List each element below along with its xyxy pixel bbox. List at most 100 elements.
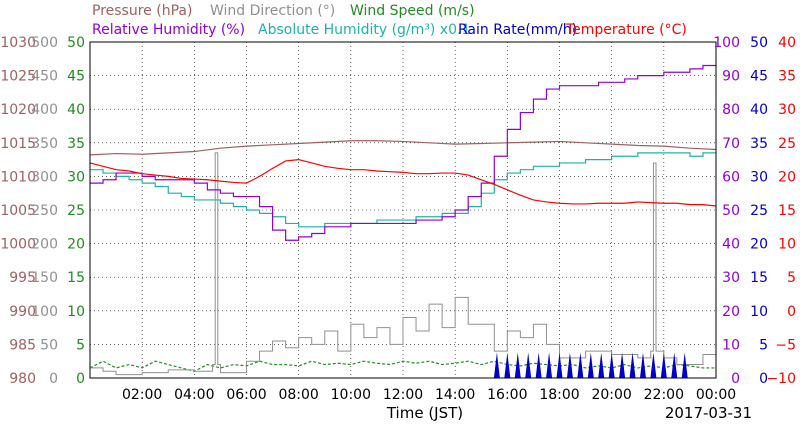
humidity-tick-label: 50 — [722, 203, 740, 219]
wind-speed-tick-label: 25 — [67, 203, 85, 219]
rain-rate-tick-label: 20 — [750, 237, 768, 253]
x-tick-label: 18:00 — [539, 387, 579, 403]
series-absolute-humidity-x0-1 — [90, 152, 716, 228]
legend-absolute-humidity: Absolute Humidity (g/m³) x0.1 — [258, 22, 470, 38]
x-tick-label: 06:00 — [226, 387, 266, 403]
pressure-axis: 1030 1025 1020 1015 1010 1005 1000 995 990 985 980 — [0, 35, 36, 387]
rain-rate-spike — [535, 352, 542, 378]
wind-speed-tick-label: 5 — [76, 337, 85, 353]
humidity-tick-label: 90 — [722, 69, 740, 85]
rain-rate-tick-label: 45 — [750, 69, 768, 85]
rain-rate-spike — [650, 352, 657, 378]
rain-rate-tick-label: 25 — [750, 203, 768, 219]
rain-rate-spike — [577, 352, 584, 378]
temperature-tick-label: 5 — [787, 270, 796, 286]
pressure-tick-label: 1010 — [0, 169, 36, 185]
rain-rate-spike — [587, 352, 594, 378]
rain-rate-spike — [556, 352, 563, 378]
pressure-tick-label: 995 — [9, 270, 36, 286]
pressure-tick-label: 1015 — [0, 136, 36, 152]
grid — [90, 42, 716, 378]
series-pressure — [89, 140, 717, 156]
series-wind-direction — [90, 152, 717, 376]
temperature-tick-label: 30 — [778, 102, 796, 118]
legend-wind-speed: Wind Speed (m/s) — [350, 3, 475, 19]
wind-direction-tick-label: 0 — [49, 371, 58, 387]
wind-speed-tick-label: 45 — [67, 69, 85, 85]
temperature-tick-label: 35 — [778, 69, 796, 85]
wind-direction-tick-label: 500 — [31, 35, 58, 51]
rain-rate-tick-label: 15 — [750, 270, 768, 286]
temperature-axis: 40 35 30 25 20 15 10 5 0 −5 −10 — [766, 35, 796, 387]
pressure-tick-label: 990 — [9, 304, 36, 320]
rain-rate-spike — [504, 352, 511, 378]
wind-speed-tick-label: 20 — [67, 237, 85, 253]
rain-rate-spike — [639, 352, 646, 378]
x-tick-label: 08:00 — [278, 387, 318, 403]
x-tick-label: 12:00 — [383, 387, 423, 403]
rain-rate-spike — [546, 352, 553, 378]
series-relative-humidity — [90, 64, 716, 241]
rain-rate-spike — [514, 352, 521, 378]
wind-direction-tick-label: 250 — [31, 203, 58, 219]
wind-speed-tick-label: 15 — [67, 270, 85, 286]
rain-rate-tick-label: 5 — [759, 337, 768, 353]
x-axis-label: Time (JST) — [386, 404, 463, 422]
wind-speed-tick-label: 10 — [67, 304, 85, 320]
pressure-tick-label: 980 — [9, 371, 36, 387]
legend-wind-direction: Wind Direction (°) — [210, 3, 335, 19]
humidity-tick-label: 100 — [713, 35, 740, 51]
wind-direction-tick-label: 450 — [31, 69, 58, 85]
wind-speed-tick-label: 0 — [76, 371, 85, 387]
humidity-tick-label: 60 — [722, 169, 740, 185]
legend-relative-humidity: Relative Humidity (%) — [92, 22, 245, 38]
temperature-tick-label: −10 — [766, 371, 796, 387]
pressure-tick-label: 1025 — [0, 69, 36, 85]
temperature-tick-label: 20 — [778, 169, 796, 185]
rain-rate-tick-label: 10 — [750, 304, 768, 320]
temperature-tick-label: 15 — [778, 203, 796, 219]
rain-rate-tick-label: 0 — [759, 371, 768, 387]
rain-rate-tick-label: 50 — [750, 35, 768, 51]
wind-speed-tick-label: 40 — [67, 102, 85, 118]
rain-rate-spike — [681, 352, 688, 378]
humidity-tick-label: 80 — [722, 102, 740, 118]
x-tick-label: 02:00 — [122, 387, 162, 403]
x-tick-label: 00:00 — [696, 387, 736, 403]
wind-direction-tick-label: 150 — [31, 270, 58, 286]
rain-rate-tick-label: 30 — [750, 169, 768, 185]
x-tick-label: 22:00 — [644, 387, 684, 403]
wind-direction-tick-label: 400 — [31, 102, 58, 118]
rain-rate-tick-label: 35 — [750, 136, 768, 152]
temperature-tick-label: 25 — [778, 136, 796, 152]
wind-direction-tick-label: 350 — [31, 136, 58, 152]
wind-direction-tick-label: 200 — [31, 237, 58, 253]
rain-rate-spike — [608, 352, 615, 378]
humidity-tick-label: 70 — [722, 136, 740, 152]
temperature-tick-label: −5 — [775, 337, 796, 353]
rain-rate-tick-label: 40 — [750, 102, 768, 118]
temperature-tick-label: 40 — [778, 35, 796, 51]
series-temperature — [89, 158, 717, 207]
pressure-tick-label: 1000 — [0, 237, 36, 253]
humidity-tick-label: 40 — [722, 237, 740, 253]
wind-speed-tick-label: 30 — [67, 169, 85, 185]
wind-speed-tick-label: 50 — [67, 35, 85, 51]
rain-rate-spike — [629, 352, 636, 378]
pressure-tick-label: 1020 — [0, 102, 36, 118]
pressure-tick-label: 1030 — [0, 35, 36, 51]
x-tick-label: 10:00 — [331, 387, 371, 403]
wind-direction-tick-label: 50 — [40, 337, 58, 353]
x-tick-label: 16:00 — [487, 387, 527, 403]
temperature-tick-label: 10 — [778, 237, 796, 253]
x-tick-label: 20:00 — [591, 387, 631, 403]
rain-rate-spike — [671, 352, 678, 378]
series-layer — [89, 64, 717, 378]
legend-rain-rate: Rain Rate(mm/h) — [458, 22, 577, 38]
